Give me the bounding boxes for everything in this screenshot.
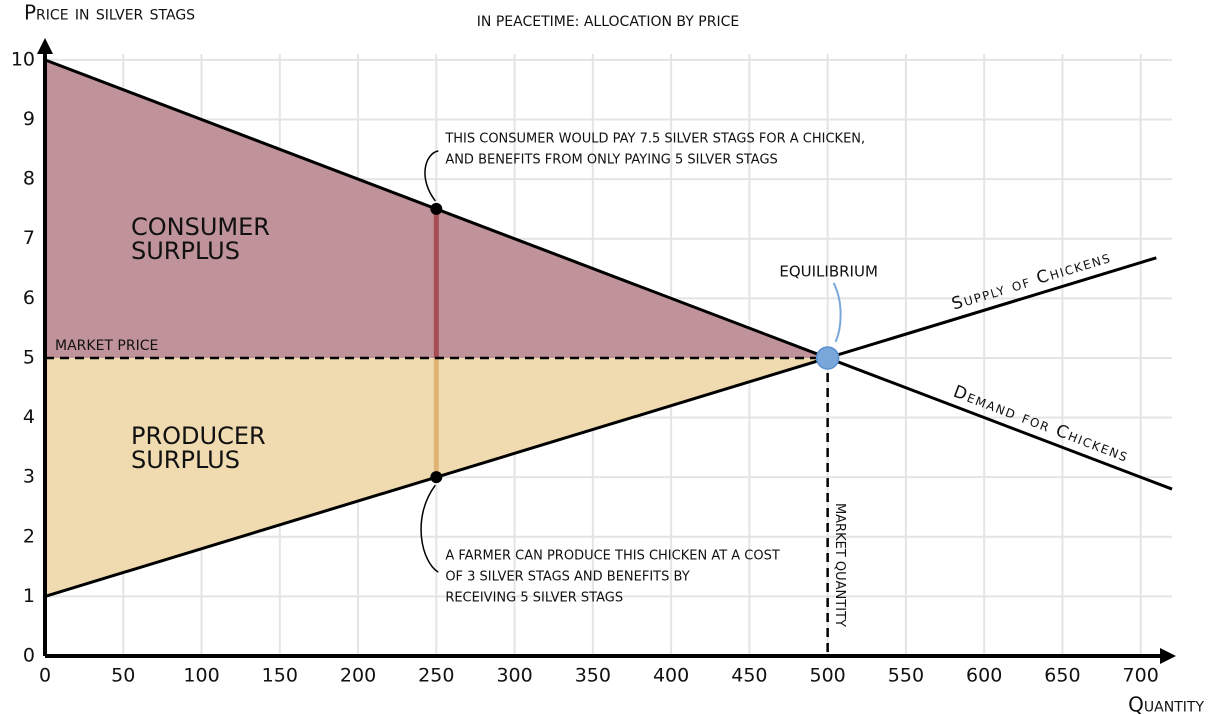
- y-axis-label: Price in silver stags: [24, 1, 195, 25]
- x-tick-label: 600: [966, 665, 1002, 687]
- series-label: Supply of Chickens: [949, 247, 1113, 314]
- x-axis-arrow: [1160, 648, 1176, 664]
- y-tick-label: 4: [23, 406, 35, 428]
- x-tick-label: 650: [1044, 665, 1080, 687]
- x-tick-label: 0: [39, 665, 51, 687]
- equilibrium-point: [815, 346, 840, 370]
- y-tick-label: 5: [23, 346, 35, 368]
- x-tick-label: 100: [183, 665, 219, 687]
- y-tick-label: 10: [11, 48, 35, 70]
- x-axis-label: Quantity: [1128, 693, 1204, 715]
- leader: [420, 484, 439, 573]
- x-tick-label: 50: [111, 665, 135, 687]
- x-tick-label: 400: [653, 665, 689, 687]
- x-tick-label: 500: [810, 665, 846, 687]
- x-tick-label: 350: [575, 665, 611, 687]
- y-tick-label: 8: [23, 168, 35, 190]
- note: RECEIVING 5 SILVER STAGS: [445, 591, 623, 606]
- y-tick-label: 0: [23, 645, 35, 667]
- chart-title: IN PEACETIME: ALLOCATION BY PRICE: [477, 14, 739, 30]
- y-axis-arrow: [37, 38, 53, 54]
- market-quantity-label: MARKET QUANTITY: [832, 503, 847, 627]
- area-label: SURPLUS: [131, 446, 240, 474]
- y-tick-label: 9: [23, 108, 35, 130]
- y-tick-label: 7: [23, 227, 35, 249]
- x-tick-label: 450: [731, 665, 767, 687]
- series-label: Demand for Chickens: [951, 382, 1132, 467]
- market-price-label: MARKET PRICE: [55, 338, 158, 354]
- y-tick-label: 2: [23, 525, 35, 547]
- area-label: CONSUMER: [131, 213, 270, 241]
- x-tick-label: 300: [496, 665, 532, 687]
- x-tick-label: 150: [262, 665, 298, 687]
- note: A FARMER CAN PRODUCE THIS CHICKEN AT A C…: [445, 549, 780, 564]
- x-tick-label: 250: [418, 665, 454, 687]
- annotation-point: [430, 202, 443, 215]
- y-tick-label: 1: [23, 585, 35, 607]
- area-label: PRODUCER: [131, 422, 266, 450]
- y-tick-label: 6: [23, 287, 35, 309]
- leader: [424, 150, 439, 202]
- annotation-point: [430, 471, 443, 484]
- x-tick-label: 200: [340, 665, 376, 687]
- x-tick-label: 550: [888, 665, 924, 687]
- equilibrium-label: EQUILIBRIUM: [779, 262, 878, 280]
- note: OF 3 SILVER STAGS AND BENEFITS BY: [445, 570, 689, 585]
- note: THIS CONSUMER WOULD PAY 7.5 SILVER STAGS…: [444, 132, 865, 147]
- y-tick-label: 3: [23, 466, 35, 488]
- x-tick-label: 700: [1123, 665, 1159, 687]
- area-label: SURPLUS: [131, 237, 240, 265]
- note: AND BENEFITS FROM ONLY PAYING 5 SILVER S…: [445, 153, 777, 168]
- leader: [832, 282, 842, 343]
